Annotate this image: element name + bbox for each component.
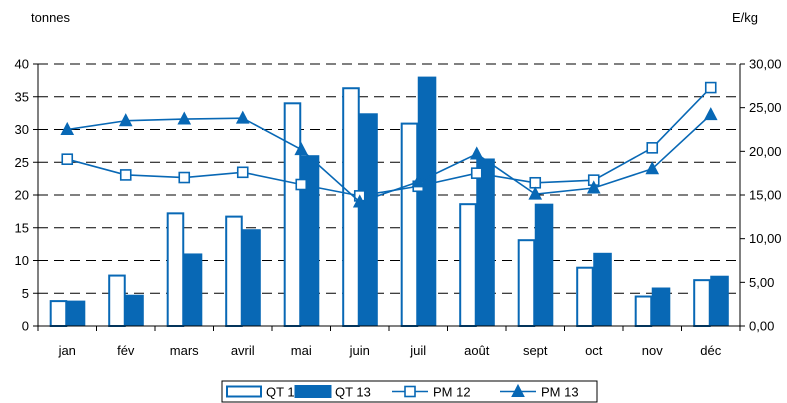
bar-qt-12 [517,239,536,328]
bar-qt-13 [183,253,203,327]
point-pm-13 [528,186,543,200]
legend-label: PM 12 [433,385,471,400]
bar-qt-13 [417,76,437,327]
left-tick-label: 20 [15,188,29,203]
right-tick-label: 5,00 [749,275,774,290]
x-tick-label: sept [523,343,548,358]
right-tick-label: 15,00 [749,188,782,203]
line-pm-13 [67,114,712,203]
x-tick-label: juil [409,343,426,358]
left-tick-label: 35 [15,89,29,104]
point-pm-13 [118,113,133,127]
legend-label: PM 13 [541,385,579,400]
left-tick-label: 10 [15,253,29,268]
right-tick-label: 10,00 [749,231,782,246]
x-tick-label: oct [585,343,603,358]
bar-qt-12 [459,203,477,327]
right-axis-label: E/kg [732,10,758,25]
bar-qt-12 [693,279,711,327]
axes: 0 5 10 15 20 25 30 35 40 0,00 5,00 10,00 15,00 20,00 2… [15,57,782,359]
bar-qt-12 [400,122,419,328]
point-pm-12 [236,166,249,179]
left-tick-label: 30 [15,122,29,137]
bar-qt-13 [476,158,495,327]
point-pm-12 [704,81,717,94]
x-tick-label: avril [231,343,255,358]
legend-swatch-qt-13 [294,385,332,398]
bar-qt-13 [242,229,261,327]
legend: QT 12 QT 13 PM 12 PM 13 [221,380,598,403]
point-pm-13 [352,194,367,208]
point-pm-13 [469,146,484,160]
bar-qt-12 [49,300,68,327]
right-tick-label: 0,00 [749,319,774,334]
right-tick-label: 25,00 [749,100,782,115]
x-tick-label: nov [642,343,663,358]
point-pm-12 [470,167,483,179]
legend-marker-pm-13 [511,383,525,397]
legend-label: QT 13 [335,385,371,400]
left-axis-label: tonnes [31,10,71,25]
point-pm-13 [60,121,75,135]
grid [38,63,740,294]
bar-qt-13 [710,275,729,327]
left-tick-label: 5 [22,286,29,301]
bar-qt-12 [166,212,185,327]
x-tick-label: jan [58,343,76,358]
x-tick-label: mars [170,343,199,358]
bars [49,76,729,328]
point-pm-13 [703,107,718,121]
point-pm-12 [529,176,542,189]
lines [60,81,718,208]
x-tick-label: fév [117,343,135,358]
point-pm-13 [235,110,250,124]
line-pm-12 [67,87,712,197]
bar-qt-12 [225,215,243,328]
point-pm-13 [645,161,660,175]
point-pm-12 [119,169,132,181]
bar-qt-13 [359,113,378,327]
bar-qt-13 [651,287,671,327]
point-pm-13 [294,142,309,156]
bar-qt-13 [593,252,612,327]
point-pm-12 [295,178,308,191]
bar-qt-13 [66,300,86,327]
right-tick-label: 30,00 [749,57,782,72]
point-pm-12 [61,153,74,165]
point-pm-12 [646,142,659,154]
left-tick-label: 40 [15,57,29,72]
legend-label: QT 12 [266,385,302,400]
point-pm-13 [411,174,426,188]
bar-qt-12 [634,295,653,327]
x-tick-label: déc [700,343,721,358]
left-tick-label: 0 [22,319,29,334]
x-tick-label: juin [349,343,370,358]
bar-qt-12 [576,266,594,327]
right-tick-label: 20,00 [749,144,782,159]
x-tick-label: août [464,343,490,358]
bar-qt-13 [125,294,144,327]
left-tick-label: 15 [15,220,29,235]
x-tick-label: mai [291,343,312,358]
legend-swatch-qt-12 [226,385,262,398]
point-pm-12 [178,171,191,184]
left-tick-label: 25 [15,155,29,170]
bar-qt-13 [534,203,554,327]
bar-qt-12 [283,102,302,327]
bar-qt-12 [108,274,126,328]
legend-marker-pm-12 [404,385,416,398]
point-pm-13 [177,111,192,125]
point-pm-13 [586,180,601,194]
